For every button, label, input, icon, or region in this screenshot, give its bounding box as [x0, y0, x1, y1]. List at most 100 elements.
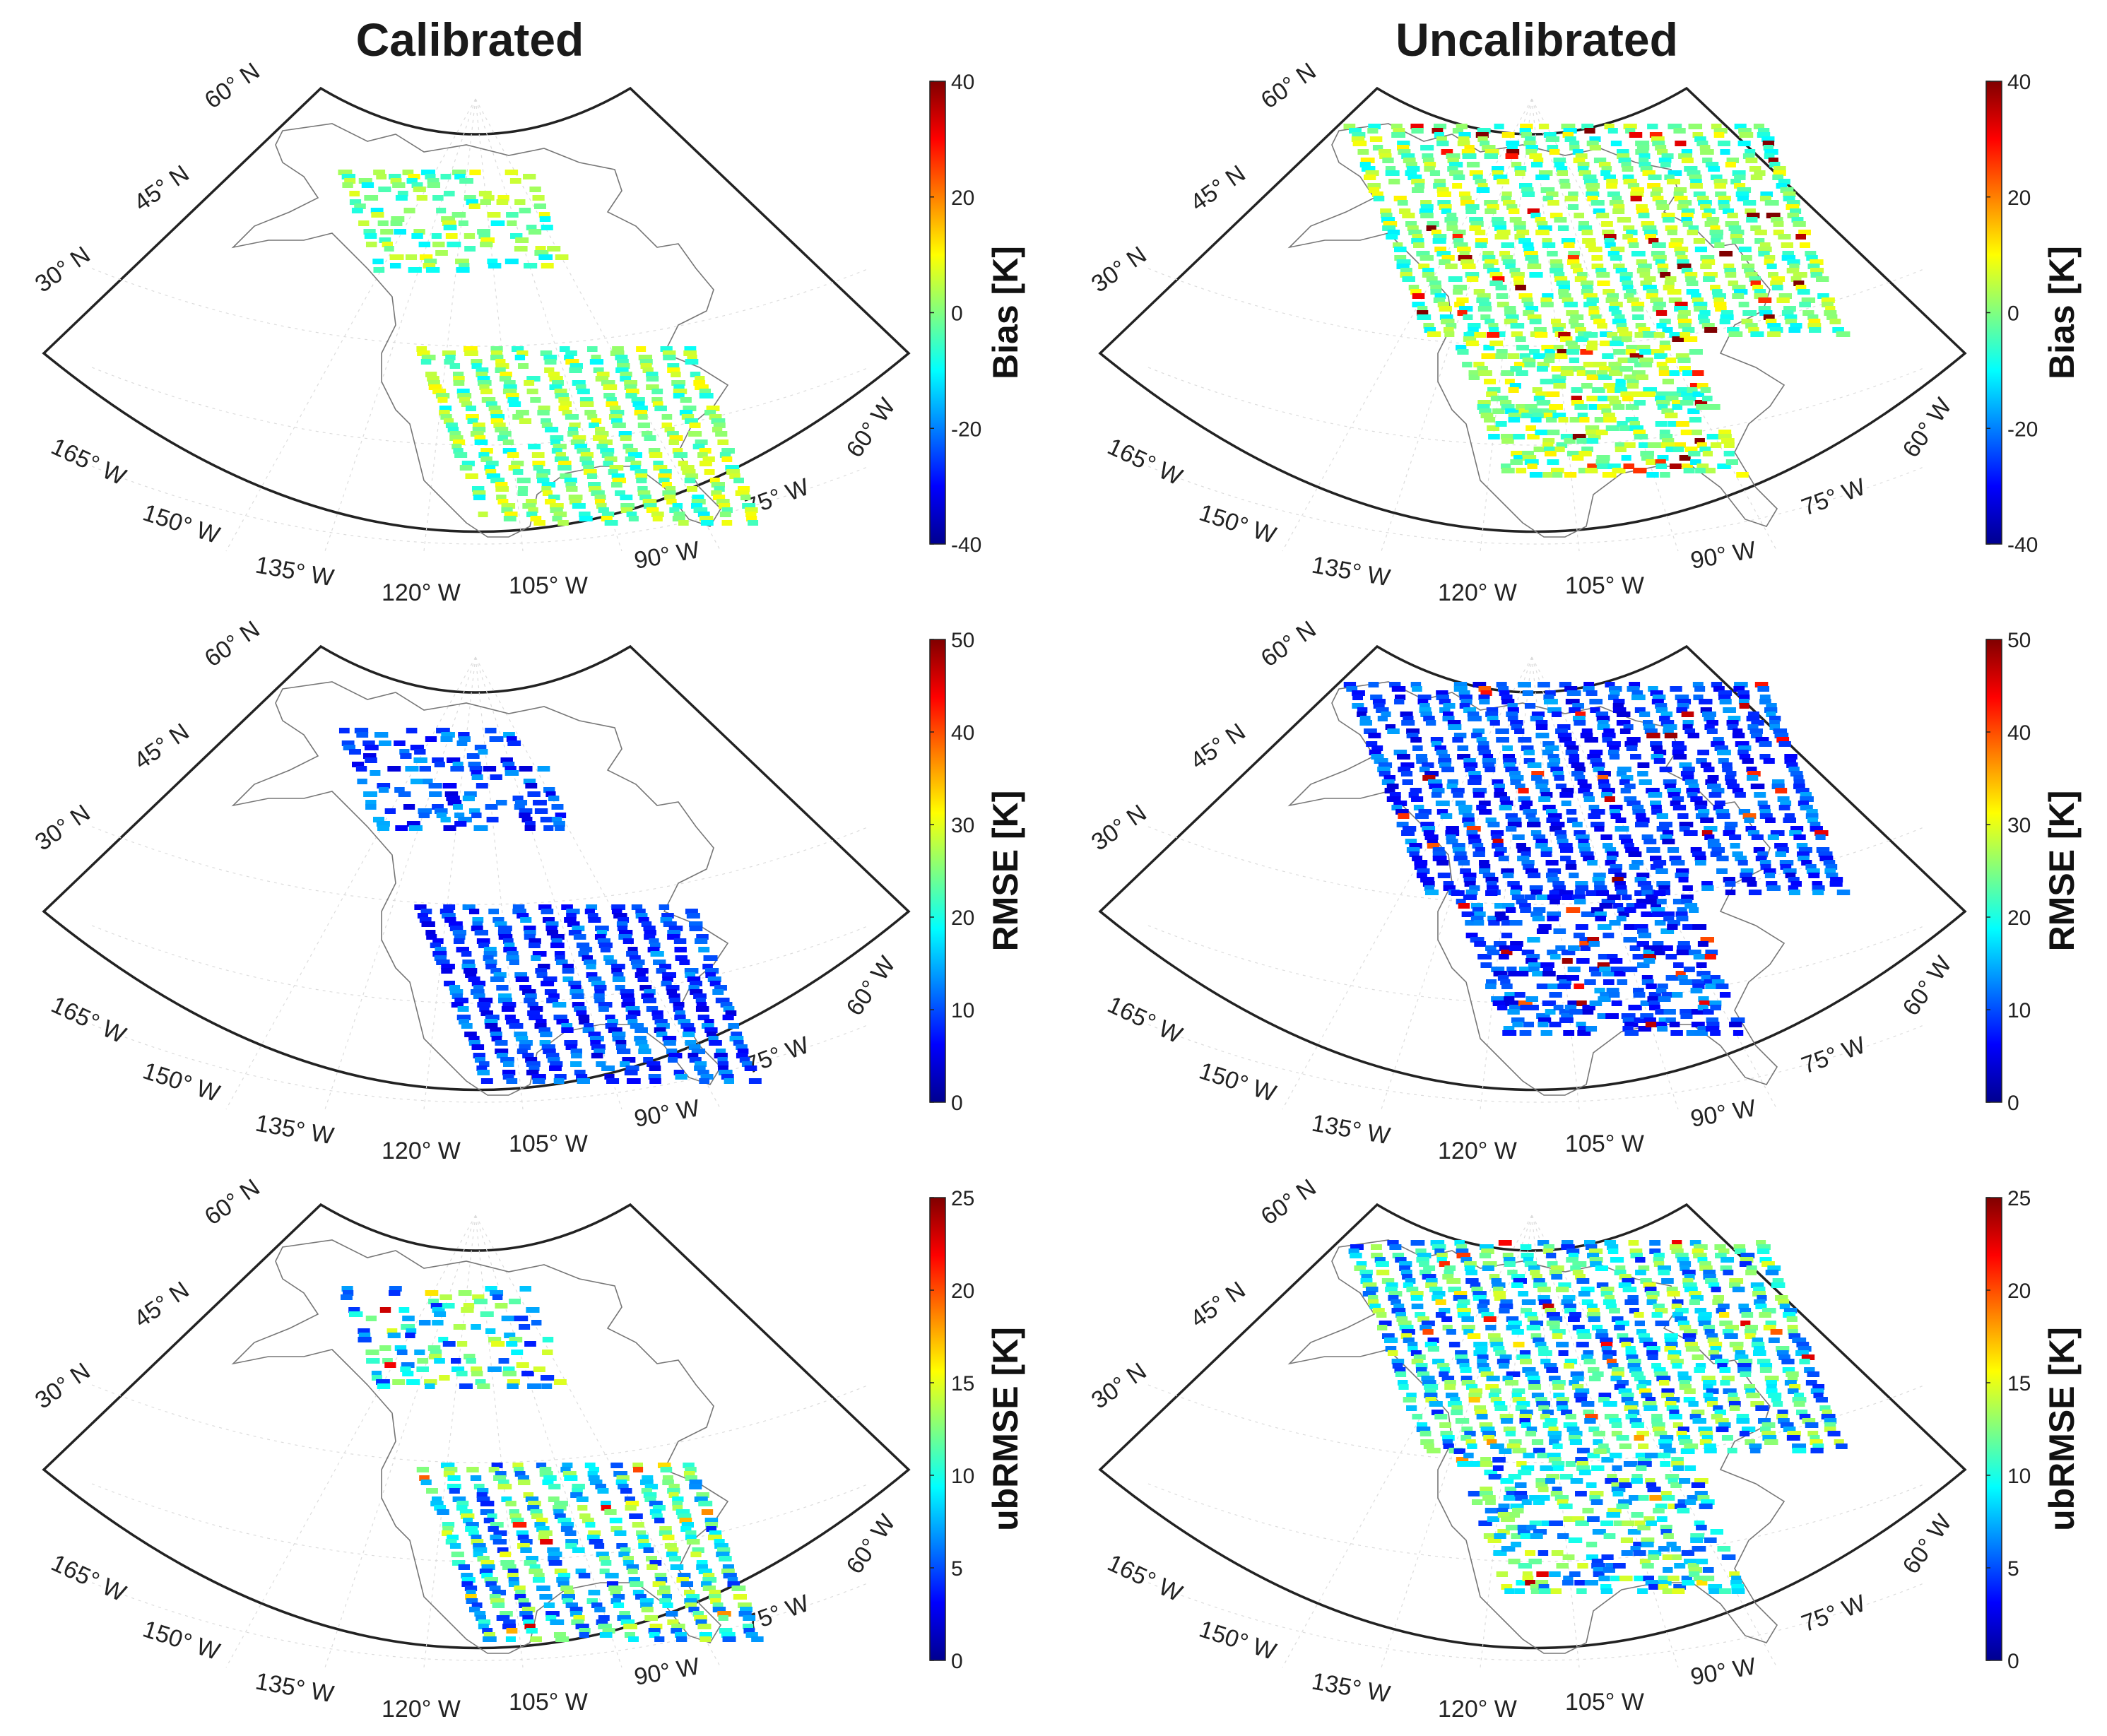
- colorbar-tick-label: 40: [2007, 721, 2031, 745]
- lon-label: 90° W: [632, 1653, 702, 1691]
- colorbar: [929, 639, 946, 1103]
- colorbar-tick-label: 30: [2007, 814, 2031, 837]
- lon-label: 60° W: [1897, 952, 1956, 1021]
- colorbar-label: RMSE [K]: [2042, 791, 2082, 952]
- colorbar-tick-label: -40: [2007, 533, 2038, 557]
- lat-label: 45° N: [1186, 1276, 1251, 1333]
- lat-label: 30° N: [1087, 799, 1152, 856]
- lon-label: 105° W: [1565, 572, 1644, 599]
- map-frame: [42, 644, 911, 1092]
- lon-label: 60° W: [1897, 394, 1956, 463]
- lon-label: 165° W: [1104, 433, 1186, 491]
- coastline: [231, 681, 729, 1096]
- lon-label: 105° W: [509, 572, 588, 599]
- lon-label: 120° W: [1438, 1138, 1517, 1164]
- data-swaths: [338, 728, 567, 831]
- lon-label: 90° W: [1689, 536, 1758, 574]
- lat-label: 60° N: [1256, 1174, 1321, 1230]
- colorbar-tick-label: 0: [951, 1650, 963, 1673]
- lon-label: 120° W: [382, 579, 461, 606]
- lon-label: 90° W: [1689, 1094, 1758, 1133]
- lon-label: 120° W: [1438, 579, 1517, 606]
- colorbar-tick-label: 20: [951, 187, 974, 210]
- data-swaths: [1456, 332, 1749, 478]
- lat-label: 45° N: [129, 1276, 194, 1333]
- colorbar-tick-label: 50: [951, 629, 974, 652]
- map-frame: [42, 86, 911, 533]
- lon-label: 120° W: [382, 1138, 461, 1164]
- lon-label: 105° W: [1565, 1130, 1644, 1157]
- colorbar-tick-label: 10: [2007, 999, 2031, 1022]
- colorbar-tick-label: 10: [951, 1465, 974, 1488]
- lon-label: 105° W: [1565, 1689, 1644, 1716]
- lon-label: 150° W: [1196, 499, 1280, 549]
- lon-label: 90° W: [632, 536, 702, 574]
- lon-label: 90° W: [1689, 1653, 1758, 1691]
- colorbar-tick-label: 25: [2007, 1187, 2031, 1210]
- title-uncalibrated: Uncalibrated: [1395, 13, 1678, 66]
- colorbar-tick-label: 0: [951, 1092, 963, 1115]
- colorbar-tick-label: 0: [2007, 1092, 2019, 1115]
- lon-label: 165° W: [47, 991, 130, 1049]
- colorbar-tick-label: 0: [951, 302, 963, 326]
- colorbar-tick-label: 20: [951, 907, 974, 930]
- colorbar-tick-label: 40: [951, 721, 974, 745]
- colorbar: [929, 1197, 946, 1661]
- lon-label: 165° W: [1104, 1549, 1186, 1607]
- lon-label: 90° W: [632, 1094, 702, 1133]
- colorbar-tick-label: 20: [2007, 907, 2031, 930]
- lat-label: 60° N: [200, 615, 265, 672]
- colorbar-label: ubRMSE [K]: [986, 1327, 1025, 1531]
- lon-label: 60° W: [841, 1510, 900, 1579]
- coastline: [231, 123, 729, 538]
- lon-label: 150° W: [140, 1615, 223, 1665]
- colorbar-tick-label: 5: [951, 1557, 963, 1581]
- lat-label: 30° N: [30, 799, 95, 856]
- lon-label: 105° W: [509, 1130, 588, 1157]
- data-swaths: [341, 1286, 567, 1389]
- colorbar-tick-label: -20: [2007, 418, 2038, 441]
- coastline: [231, 1239, 729, 1654]
- lat-label: 30° N: [30, 1357, 95, 1414]
- lon-label: 135° W: [254, 551, 336, 591]
- lon-label: 135° W: [1310, 1667, 1393, 1708]
- lon-label: 120° W: [1438, 1696, 1517, 1723]
- colorbar-label: Bias [K]: [986, 246, 1025, 379]
- lat-label: 60° N: [200, 1174, 265, 1230]
- colorbar-tick-label: 15: [951, 1372, 974, 1395]
- data-swaths: [1343, 124, 1851, 337]
- colorbar-tick-label: 20: [2007, 1280, 2031, 1303]
- colorbar: [1985, 1197, 2002, 1661]
- lon-label: 150° W: [140, 499, 223, 549]
- colorbar-tick-label: 0: [2007, 302, 2019, 326]
- data-swaths: [1451, 890, 1745, 1036]
- lat-label: 45° N: [1186, 718, 1251, 774]
- lon-label: 135° W: [1310, 1109, 1393, 1150]
- lon-label: 60° W: [841, 394, 900, 463]
- data-swaths: [416, 346, 759, 526]
- lon-label: 75° W: [1798, 1032, 1869, 1080]
- colorbar-label: Bias [K]: [2042, 246, 2082, 379]
- lon-label: 60° W: [1897, 1510, 1956, 1579]
- lat-label: 45° N: [129, 718, 194, 774]
- lon-label: 165° W: [47, 433, 130, 491]
- colorbar: [1985, 639, 2002, 1103]
- colorbar-tick-label: 10: [951, 999, 974, 1022]
- lat-label: 60° N: [1256, 57, 1321, 114]
- colorbar-tick-label: 30: [951, 814, 974, 837]
- lat-label: 60° N: [200, 57, 265, 114]
- lat-label: 30° N: [30, 241, 95, 297]
- lon-label: 135° W: [1310, 551, 1393, 591]
- lat-label: 45° N: [1186, 160, 1251, 216]
- colorbar-label: ubRMSE [K]: [2042, 1327, 2082, 1531]
- colorbar-tick-label: 40: [951, 71, 974, 94]
- colorbar-tick-label: 40: [2007, 71, 2031, 94]
- lon-label: 135° W: [254, 1109, 336, 1150]
- lon-label: 135° W: [254, 1667, 336, 1708]
- colorbar-tick-label: -20: [951, 418, 981, 441]
- colorbar-tick-label: 15: [2007, 1372, 2031, 1395]
